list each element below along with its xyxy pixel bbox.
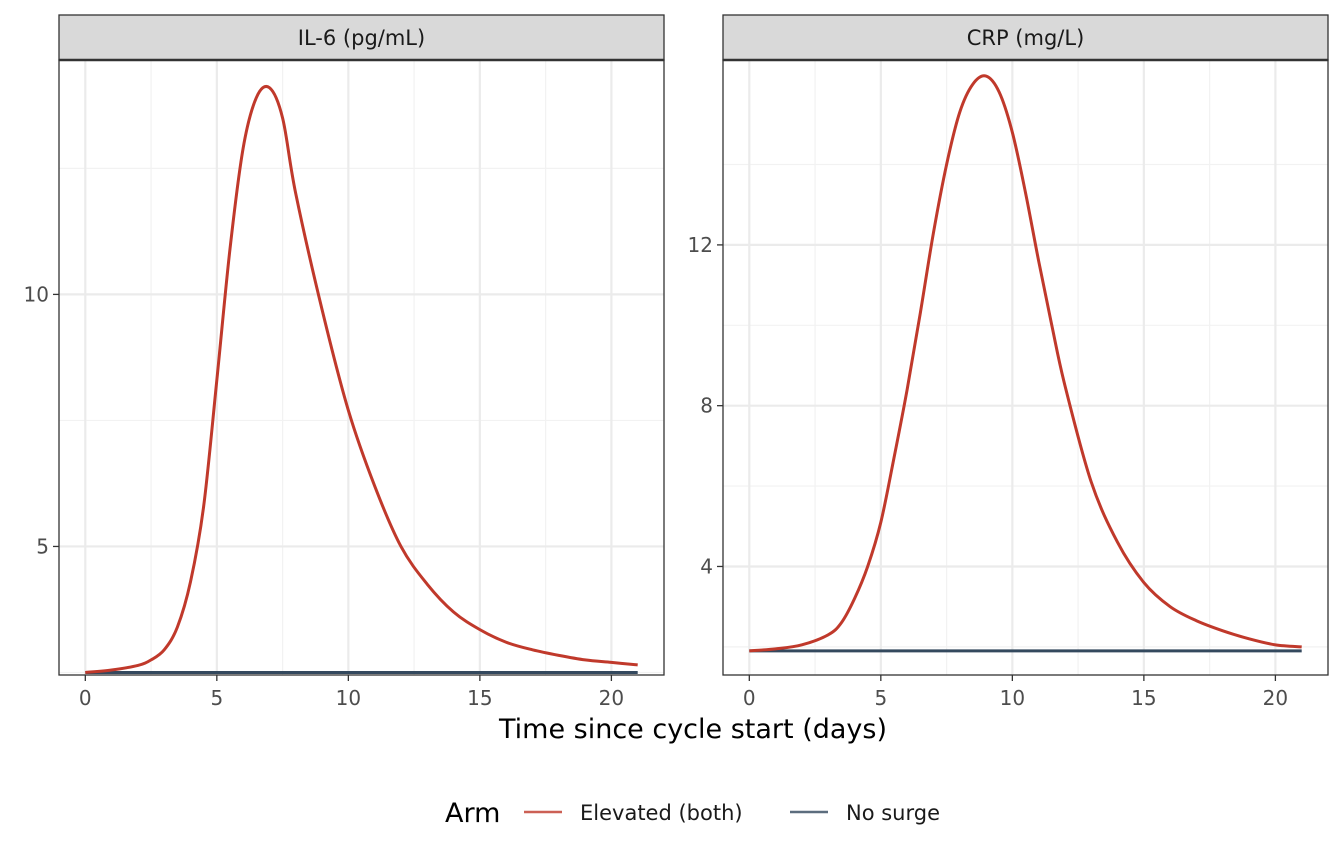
facet-strip — [722, 14, 1329, 61]
panels: IL-6 (pg/mL) 0 5 10 15 20 5 10 CRP (mg/L) 0 5 10 15 2… — [24, 14, 1329, 710]
plot-background — [59, 60, 664, 675]
y-tick-label: 12 — [688, 233, 713, 257]
legend-label: No surge — [846, 801, 940, 825]
y-tick-label: 5 — [36, 534, 49, 558]
y-tick-label: 10 — [24, 282, 49, 306]
legend-entry-no-surge: No surge — [790, 801, 940, 825]
x-tick-label: 20 — [1263, 686, 1288, 710]
series-line-elevated-both — [749, 74, 1302, 653]
legend: Arm Elevated (both) No surge — [445, 798, 940, 829]
facet-strip-label: CRP (mg/L) — [967, 26, 1085, 50]
y-tick-label: 4 — [700, 554, 713, 578]
x-tick-label: 15 — [1131, 686, 1156, 710]
x-tick-label: 5 — [210, 686, 223, 710]
x-tick-label: 10 — [1000, 686, 1025, 710]
y-tick-label: 8 — [700, 394, 713, 418]
x-tick-label: 0 — [79, 686, 92, 710]
x-tick-label: 5 — [874, 686, 887, 710]
x-axis-title: Time since cycle start (days) — [498, 714, 887, 745]
facet-strip-label: IL-6 (pg/mL) — [298, 26, 425, 50]
panel-2: CRP (mg/L) 0 5 10 15 20 4 8 12 — [688, 14, 1329, 710]
legend-title: Arm — [445, 798, 500, 829]
panel-1: IL-6 (pg/mL) 0 5 10 15 20 5 10 — [24, 14, 665, 710]
legend-label: Elevated (both) — [580, 801, 743, 825]
series-line-elevated-both — [85, 84, 638, 674]
x-tick-label: 10 — [336, 686, 361, 710]
x-tick-label: 15 — [467, 686, 492, 710]
plot-background — [723, 60, 1328, 675]
x-tick-label: 20 — [599, 686, 624, 710]
x-tick-label: 0 — [743, 686, 756, 710]
legend-entry-elevated-both: Elevated (both) — [524, 801, 743, 825]
